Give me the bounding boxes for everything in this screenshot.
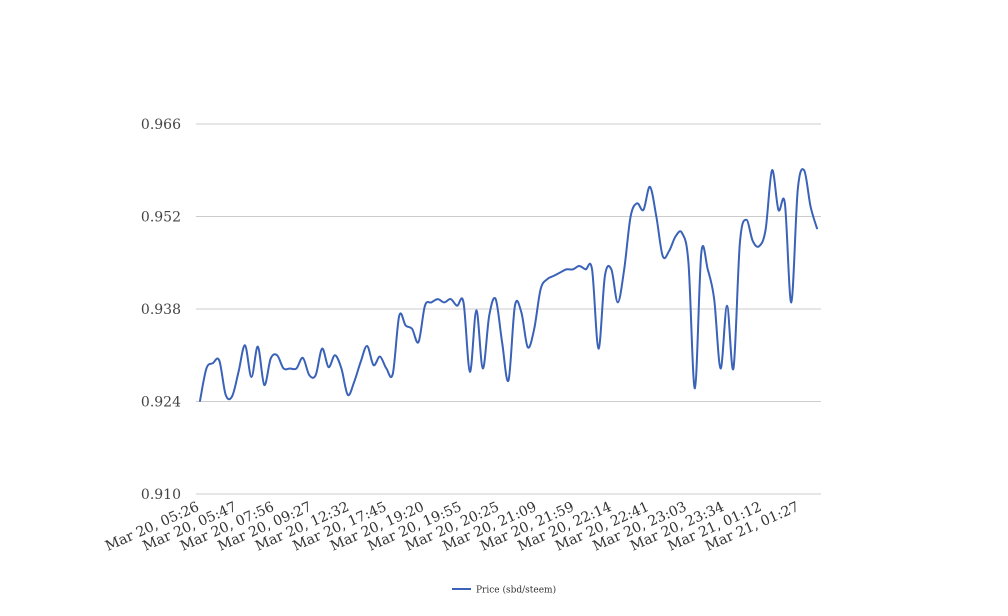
y-tick-label: 0.952	[141, 210, 181, 226]
price-series-line	[199, 168, 818, 402]
legend-label: Price (sbd/steem)	[476, 585, 556, 596]
y-tick-label: 0.966	[141, 117, 181, 133]
grid-layer	[196, 123, 821, 495]
series-layer	[199, 168, 818, 402]
y-tick-label: 0.924	[141, 395, 181, 411]
y-tick-label: 0.910	[141, 487, 181, 503]
y-axis-ticks: 0.910 0.924 0.938 0.952 0.966	[141, 117, 181, 503]
y-tick-label: 0.938	[141, 302, 181, 318]
legend: Price (sbd/steem)	[452, 585, 556, 596]
